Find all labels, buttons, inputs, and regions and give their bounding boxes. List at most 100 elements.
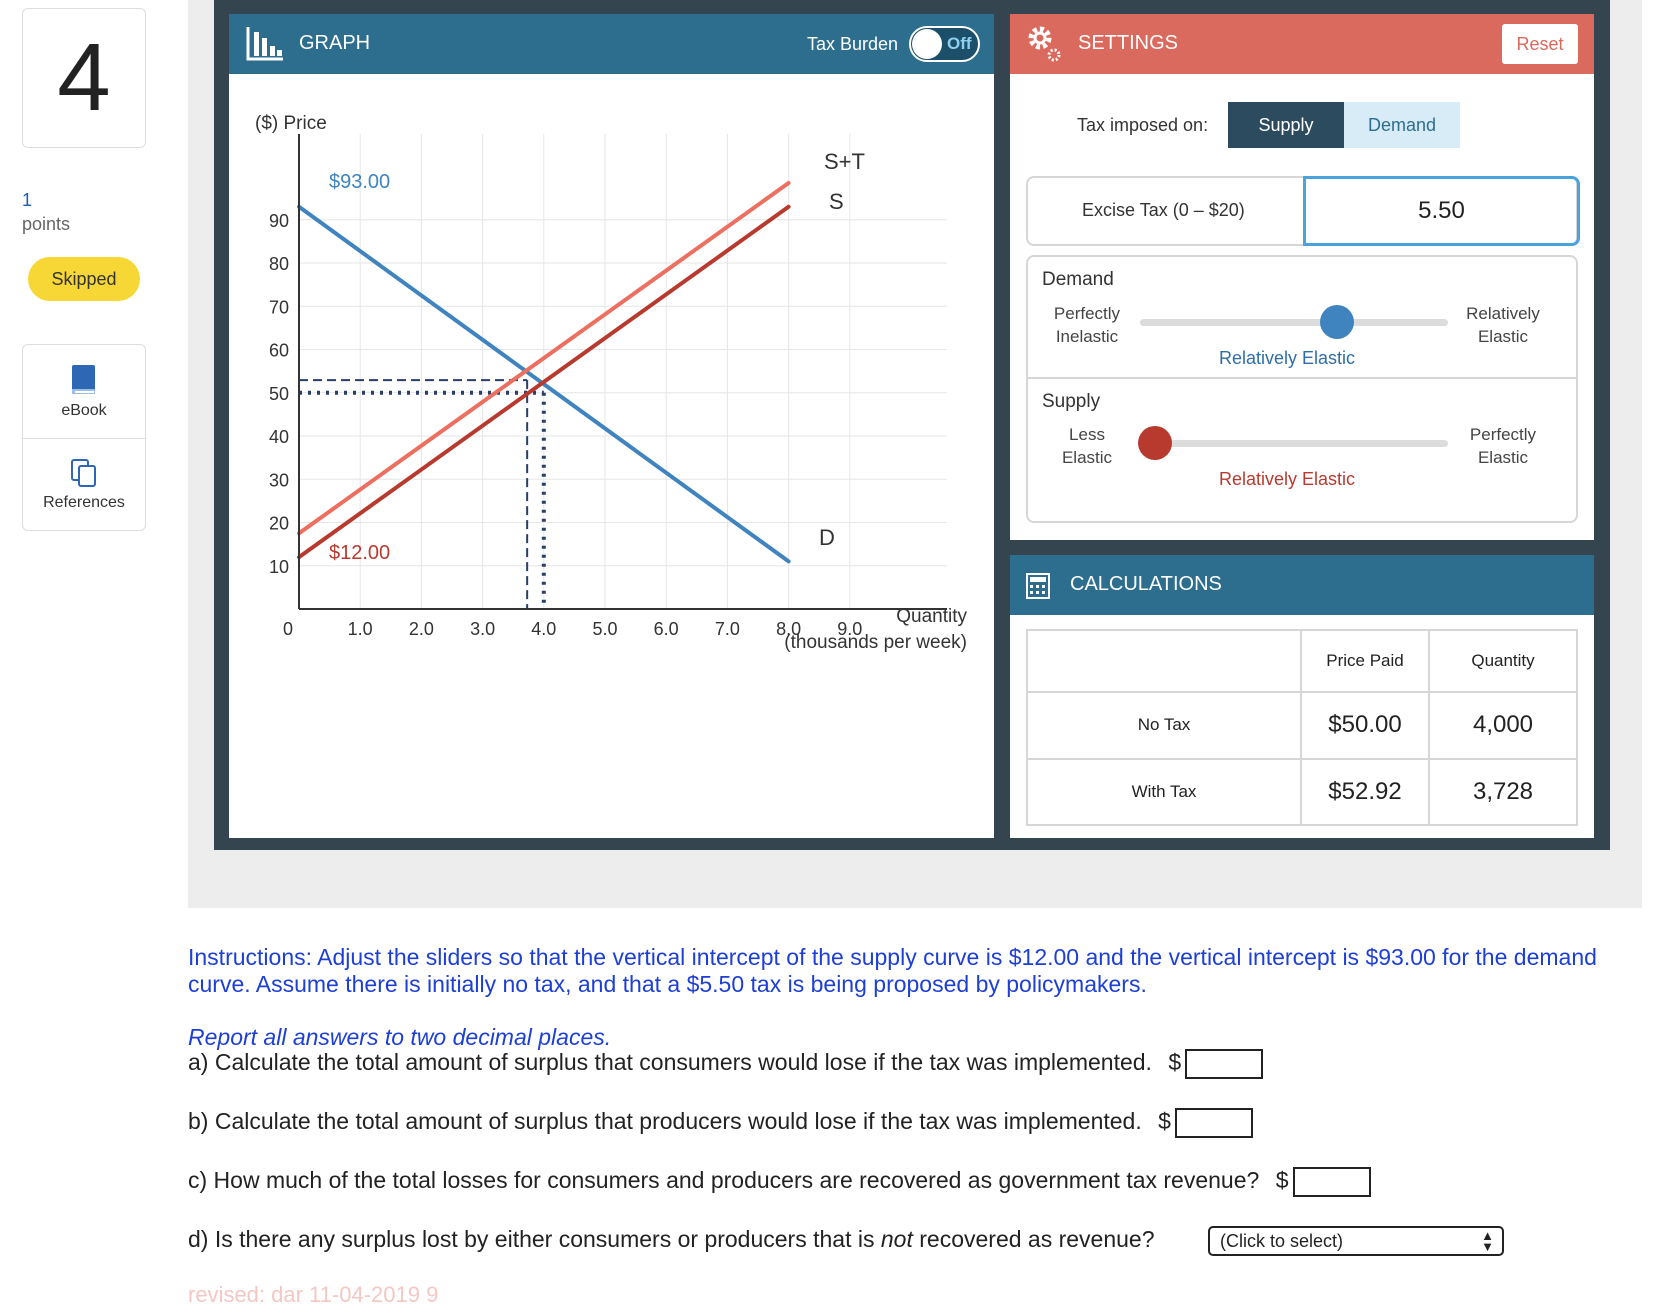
question-d: d) Is there any surplus lost by either c…	[188, 1226, 1155, 1253]
demand-right-label: Relatively Elastic	[1458, 302, 1548, 348]
supply-right-label-2: Elastic	[1477, 448, 1529, 467]
demand-slider-thumb[interactable]	[1320, 305, 1355, 339]
calculations-body: Price Paid Quantity No Tax $50.00 4,000 …	[1010, 615, 1594, 838]
ebook-button[interactable]: eBook	[23, 345, 145, 438]
supply-tax-curve-label: S+T	[824, 149, 865, 174]
calculations-title: CALCULATIONS	[1070, 573, 1222, 595]
question-b: b) Calculate the total amount of surplus…	[188, 1108, 1253, 1138]
tax-burden-label: Tax Burden	[807, 34, 899, 54]
y-tick-label: 60	[269, 341, 289, 361]
tax-on-demand-button[interactable]: Demand	[1344, 102, 1460, 148]
x-tick-label: 2.0	[409, 619, 434, 639]
supply-elasticity-value: Relatively Elastic	[1218, 469, 1356, 489]
instructions-text: Instructions: Adjust the sliders so that…	[188, 944, 1597, 997]
answer-a-input[interactable]	[1185, 1049, 1264, 1079]
select-arrows-icon: ▲ ▼	[1481, 1228, 1494, 1254]
calculator-icon	[1026, 573, 1050, 599]
with-tax-quantity: 3,728	[1428, 757, 1578, 826]
references-label: References	[43, 494, 125, 511]
supply-right-label-1: Perfectly	[1469, 425, 1537, 444]
tools-panel: eBook References	[22, 344, 146, 531]
row-label-no-tax: No Tax	[1026, 691, 1302, 760]
x-tick-label: 5.0	[592, 619, 617, 639]
demand-slider-track[interactable]	[1140, 319, 1448, 326]
x-tick-label: 8.0	[776, 619, 801, 639]
copy-icon	[71, 459, 96, 487]
calculations-table: Price Paid Quantity No Tax $50.00 4,000 …	[1026, 629, 1578, 826]
currency-symbol: $	[1158, 1108, 1171, 1135]
y-tick-label: 30	[269, 470, 289, 490]
table-row: No Tax $50.00 4,000	[1026, 691, 1578, 760]
question-a-text: a) Calculate the total amount of surplus…	[188, 1049, 1152, 1076]
answer-c-input[interactable]	[1292, 1167, 1371, 1197]
supply-left-label: Less Elastic	[1042, 423, 1132, 469]
question-d-text-pre: d) Is there any surplus lost by either c…	[188, 1226, 875, 1252]
y-axis-label: ($) Price	[255, 113, 327, 134]
demand-title: Demand	[1042, 269, 1114, 290]
y-tick-label: 80	[269, 254, 289, 274]
demand-right-label-1: Relatively	[1466, 304, 1540, 323]
table-row: With Tax $52.92 3,728	[1026, 757, 1578, 826]
report-note: Report all answers to two decimal places…	[188, 1024, 612, 1050]
references-button[interactable]: References	[23, 438, 145, 531]
graph-header: GRAPH Tax Burden Off	[229, 14, 994, 74]
demand-curve-label: D	[819, 525, 835, 550]
y-tick-label: 50	[269, 384, 289, 404]
table-header-quantity: Quantity	[1428, 629, 1578, 693]
x-tick-label: 1.0	[348, 619, 373, 639]
supply-slider-track[interactable]	[1140, 440, 1448, 447]
settings-body: Tax imposed on: Supply Demand Excise Tax…	[1010, 74, 1594, 540]
y-tick-label: 40	[269, 427, 289, 447]
demand-left-label: Perfectly Inelastic	[1042, 302, 1132, 348]
toggle-state: Off	[947, 34, 972, 53]
ebook-label: eBook	[61, 401, 107, 419]
calculations-header: CALCULATIONS	[1010, 555, 1594, 615]
y-tick-label: 10	[269, 557, 289, 577]
graph-title: GRAPH	[299, 32, 371, 54]
supply-left-label-1: Less	[1069, 425, 1105, 444]
supply-curve-label: S	[829, 189, 844, 214]
y-tick-label: 20	[269, 514, 289, 534]
book-icon	[72, 364, 95, 394]
panel-divider	[1028, 377, 1576, 379]
revised-note: revised: dar 11-04-2019 9	[188, 1282, 439, 1307]
x-tick-label: 9.0	[837, 619, 862, 639]
question-c: c) How much of the total losses for cons…	[188, 1167, 1371, 1197]
question-a: a) Calculate the total amount of surplus…	[188, 1049, 1264, 1079]
supply-right-label: Perfectly Elastic	[1458, 423, 1548, 469]
select-placeholder: (Click to select)	[1220, 1231, 1344, 1251]
points-label: points	[22, 214, 71, 234]
currency-symbol: $	[1168, 1049, 1182, 1076]
no-tax-quantity: 4,000	[1428, 691, 1578, 760]
question-c-text: c) How much of the total losses for cons…	[188, 1167, 1260, 1194]
settings-header: SETTINGS Reset	[1010, 14, 1594, 74]
table-header-row: Price Paid Quantity	[1026, 629, 1578, 693]
x-tick-label: 6.0	[654, 619, 679, 639]
supply-slider-thumb[interactable]	[1138, 426, 1173, 460]
toggle-knob	[912, 29, 942, 59]
answer-b-input[interactable]	[1174, 1108, 1253, 1138]
question-d-emphasis: not	[880, 1226, 913, 1252]
y-tick-label: 0	[283, 619, 293, 639]
points-value: 1	[22, 190, 33, 210]
x-axis-label-units: (thousands per week)	[784, 632, 967, 653]
settings-title: SETTINGS	[1078, 32, 1179, 54]
question-b-text: b) Calculate the total amount of surplus…	[188, 1108, 1142, 1135]
table-header-empty	[1026, 629, 1302, 693]
demand-left-label-1: Perfectly	[1053, 304, 1121, 323]
price-quantity-chart: ($) Price 0 10 20 30 40 50 60 70 80 90 1.0 2.0 3.0 4.…	[255, 113, 967, 653]
x-tick-label: 4.0	[531, 619, 556, 639]
tax-burden-toggle[interactable]: Off	[909, 26, 980, 62]
answer-d-select[interactable]: (Click to select) ▲ ▼	[1208, 1226, 1504, 1256]
question-number: 4	[22, 8, 146, 148]
excise-tax-input[interactable]: 5.50	[1303, 176, 1580, 246]
x-tick-label: 7.0	[715, 619, 740, 639]
supply-tax-curve	[297, 180, 791, 536]
tax-on-supply-button[interactable]: Supply	[1228, 102, 1344, 148]
demand-right-label-2: Elastic	[1477, 327, 1529, 346]
supply-title: Supply	[1042, 391, 1101, 412]
status-badge: Skipped	[28, 257, 140, 301]
y-tick-label: 90	[269, 211, 289, 231]
reset-button[interactable]: Reset	[1502, 24, 1578, 64]
demand-left-label-2: Inelastic	[1055, 327, 1119, 346]
